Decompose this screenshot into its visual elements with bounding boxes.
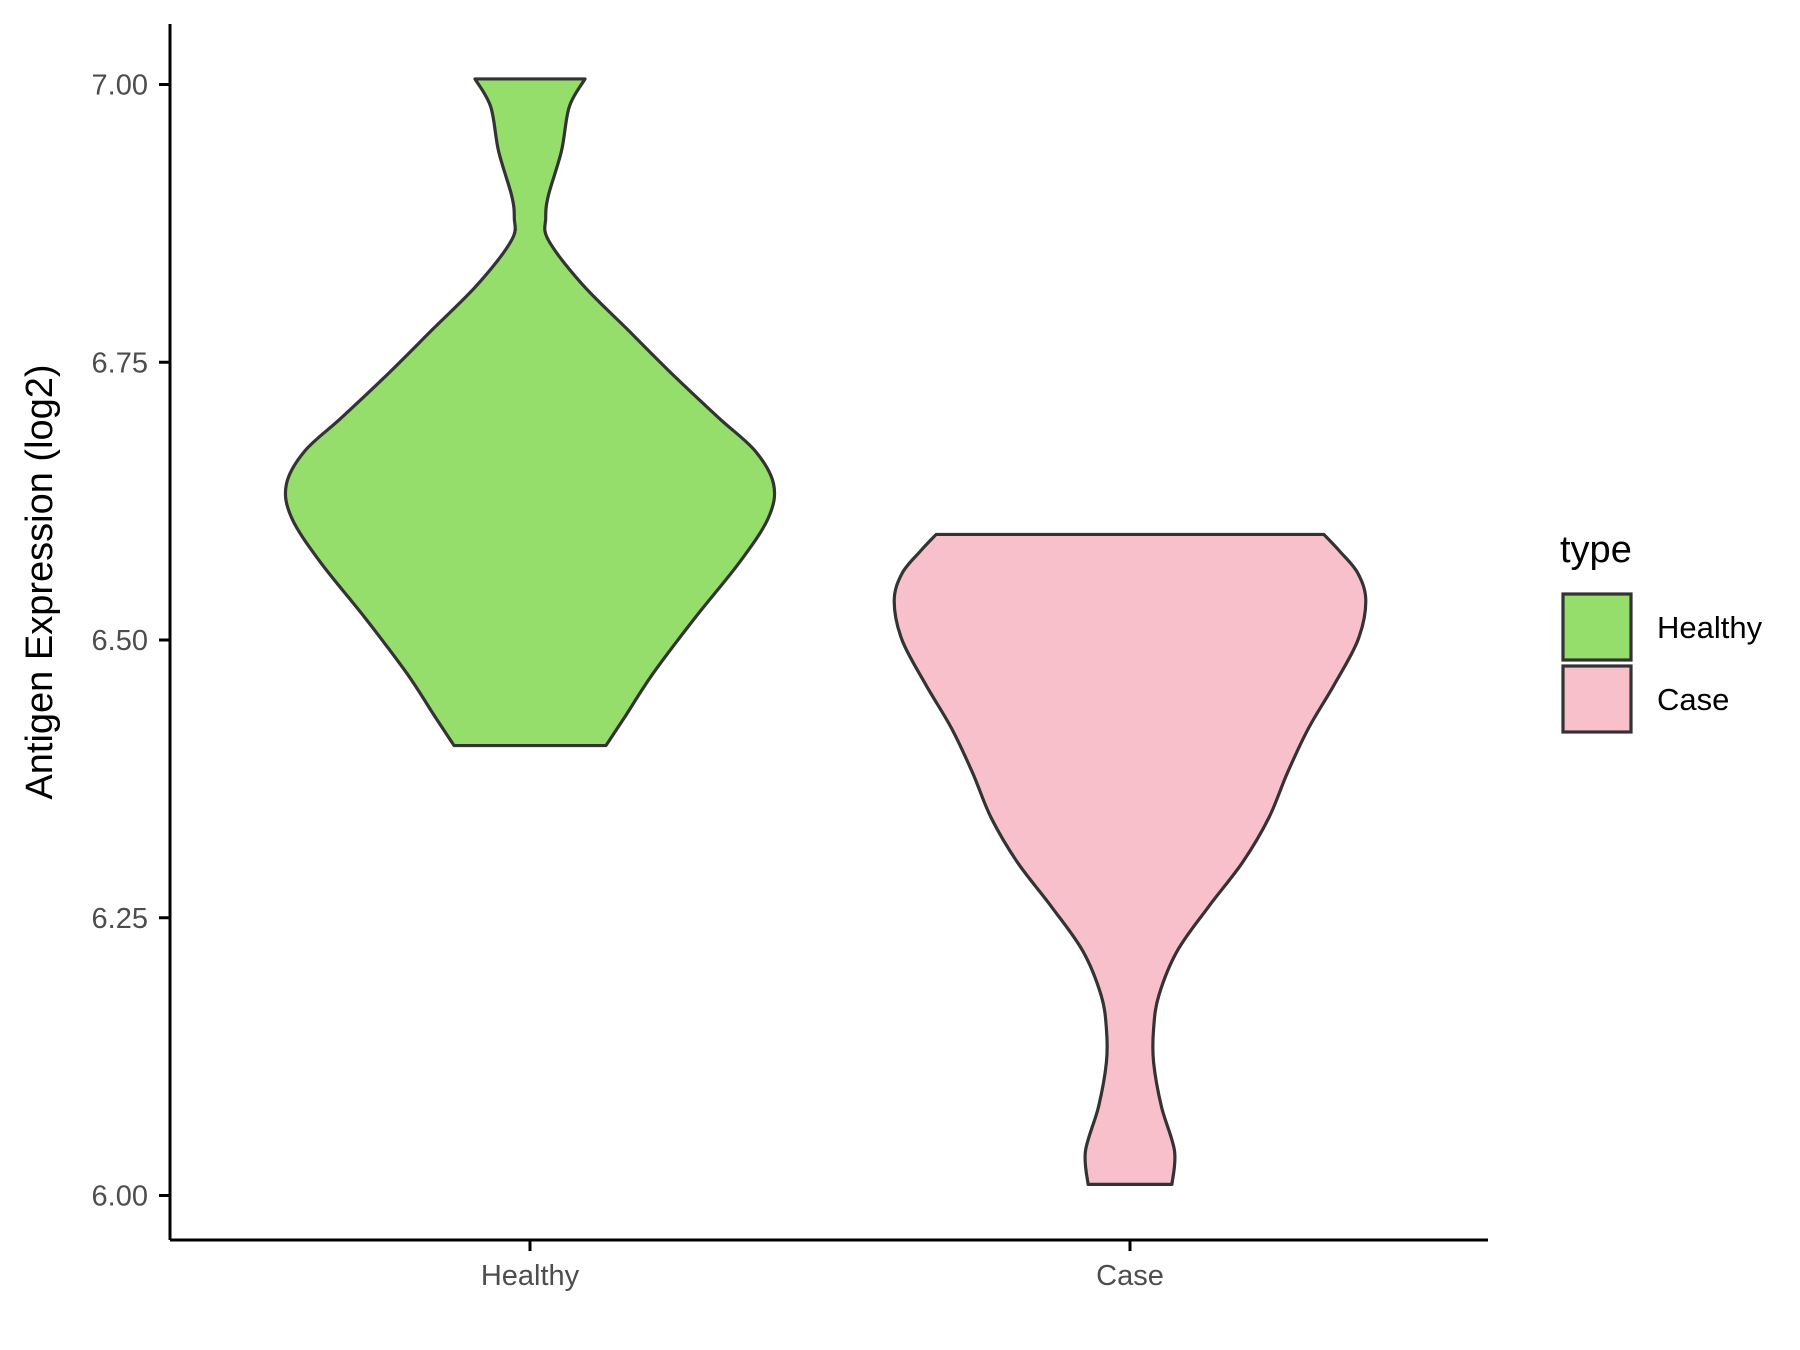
legend-key-healthy <box>1561 592 1633 662</box>
x-axis-ticks: Healthy Case <box>481 1240 1164 1292</box>
legend-label-healthy: Healthy <box>1657 610 1763 645</box>
y-axis-title: Antigen Expression (log2) <box>19 364 61 799</box>
y-tick-label: 6.00 <box>92 1181 148 1213</box>
legend: type Healthy Case <box>1560 529 1763 734</box>
violin-layer <box>283 77 1368 1186</box>
x-tick-label: Case <box>1096 1260 1164 1292</box>
y-tick-label: 6.75 <box>92 347 148 379</box>
x-tick-label: Healthy <box>481 1260 580 1292</box>
legend-key-case <box>1561 664 1633 734</box>
violin-case <box>892 532 1368 1186</box>
y-tick-label: 7.00 <box>92 70 148 102</box>
y-tick-label: 6.25 <box>92 903 148 935</box>
y-tick-label: 6.50 <box>92 625 148 657</box>
legend-entries: Healthy Case <box>1561 592 1763 734</box>
legend-label-case: Case <box>1657 682 1729 717</box>
y-axis-ticks: 6.00 6.25 6.50 6.75 7.00 <box>92 70 170 1213</box>
violin-healthy <box>283 77 777 748</box>
legend-title: type <box>1560 529 1632 571</box>
